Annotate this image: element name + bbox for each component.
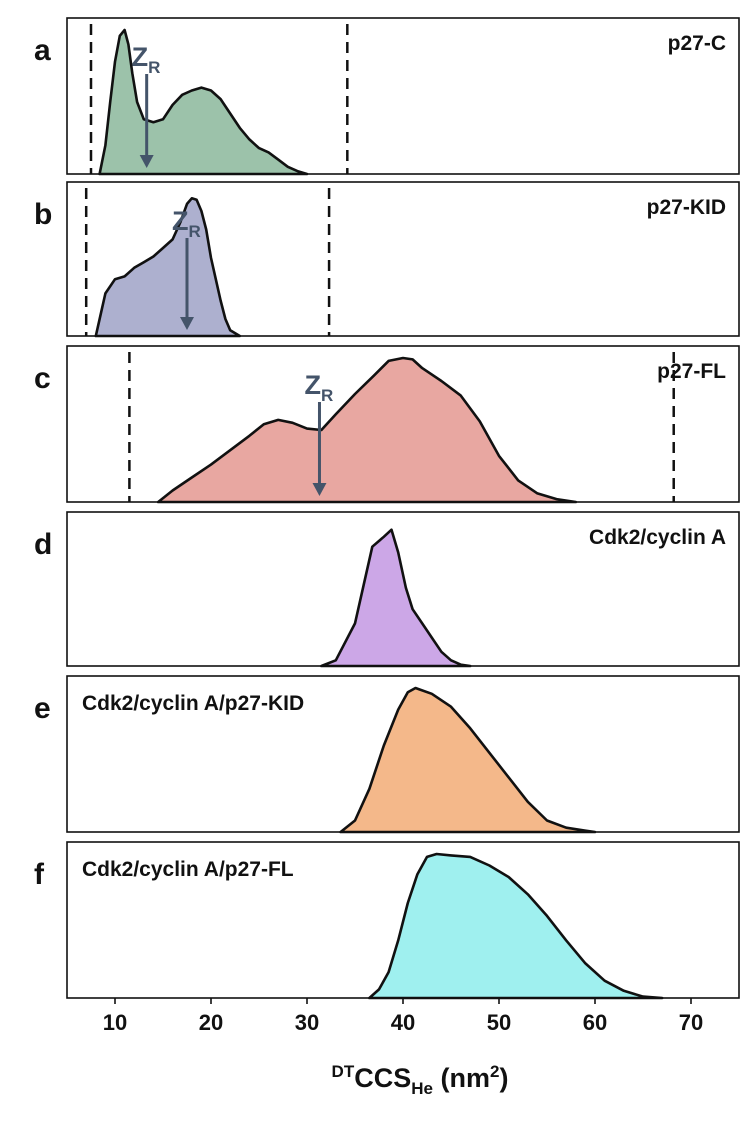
zr-arrow-head-a: [139, 155, 154, 168]
panel-b: ZR b p27-KID: [34, 181, 740, 338]
panels: ZR a p27-C ZR b p27-KID ZR c p27-FL d Cdk2/cyclin …: [34, 17, 740, 1000]
x-axis-label: DTCCSHe (nm2): [332, 1062, 509, 1098]
x-tick-label-70: 70: [679, 1010, 703, 1035]
distribution-d: [320, 528, 472, 668]
panel-frame-d: [66, 511, 740, 667]
panel-title-c: p27-FL: [657, 360, 726, 383]
panel-f: f Cdk2/cyclin A/p27-FL: [34, 841, 740, 1000]
panel-letter-f: f: [34, 858, 45, 891]
panel-e: e Cdk2/cyclin A/p27-KID: [34, 675, 740, 834]
x-tick-label-40: 40: [391, 1010, 415, 1035]
x-axis: 10 20 30 40 50 60 70: [103, 998, 703, 1035]
panel-c: ZR c p27-FL: [34, 345, 740, 504]
panel-letter-e: e: [34, 692, 51, 725]
zr-arrow-head-c: [312, 483, 327, 496]
panel-title-a: p27-C: [668, 32, 726, 55]
panel-frame-e: [66, 675, 740, 833]
x-tick-label-10: 10: [103, 1010, 127, 1035]
distribution-b: [94, 197, 242, 338]
panel-letter-c: c: [34, 362, 51, 395]
zr-arrow-head-b: [180, 317, 194, 330]
panel-letter-b: b: [34, 198, 52, 231]
zr-label-a: ZR: [132, 42, 161, 77]
x-tick-label-30: 30: [295, 1010, 319, 1035]
distribution-f: [368, 852, 664, 1000]
panel-title-d: Cdk2/cyclin A: [589, 526, 726, 549]
distribution-c: [156, 356, 578, 504]
zr-label-b: ZR: [172, 206, 201, 241]
x-tick-label-20: 20: [199, 1010, 223, 1035]
panel-letter-d: d: [34, 528, 52, 561]
x-tick-label-60: 60: [583, 1010, 607, 1035]
panel-title-f: Cdk2/cyclin A/p27-FL: [82, 858, 294, 881]
panel-letter-a: a: [34, 34, 51, 67]
panel-title-e: Cdk2/cyclin A/p27-KID: [82, 692, 304, 715]
panel-title-b: p27-KID: [647, 196, 726, 219]
distribution-a: [98, 28, 309, 176]
distribution-e: [339, 686, 597, 834]
panel-d: d Cdk2/cyclin A: [34, 511, 740, 668]
panel-a: ZR a p27-C: [34, 17, 740, 176]
x-tick-label-50: 50: [487, 1010, 511, 1035]
zr-label-c: ZR: [304, 370, 333, 405]
panel-frame-a: [66, 17, 740, 175]
panel-frame-c: [66, 345, 740, 503]
panel-frame-b: [66, 181, 740, 337]
